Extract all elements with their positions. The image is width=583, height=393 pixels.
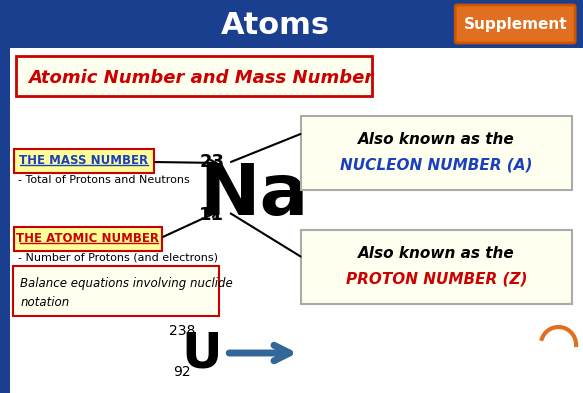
Text: Balance equations involving nuclide: Balance equations involving nuclide (20, 277, 233, 290)
Text: 23: 23 (199, 153, 224, 171)
FancyBboxPatch shape (301, 230, 572, 304)
Text: - Total of Protons and Neutrons: - Total of Protons and Neutrons (18, 175, 190, 185)
Text: THE MASS NUMBER: THE MASS NUMBER (19, 154, 149, 167)
Text: 11: 11 (199, 206, 224, 224)
Text: PROTON NUMBER (Z): PROTON NUMBER (Z) (346, 272, 528, 286)
Text: 92: 92 (173, 365, 191, 379)
Text: 238: 238 (169, 324, 195, 338)
Text: notation: notation (20, 296, 69, 309)
Text: NUCLEON NUMBER (A): NUCLEON NUMBER (A) (340, 158, 533, 173)
FancyBboxPatch shape (14, 227, 161, 251)
Text: Also known as the: Also known as the (358, 246, 515, 261)
Text: Na: Na (199, 160, 308, 230)
Text: Also known as the: Also known as the (358, 132, 515, 147)
FancyBboxPatch shape (10, 0, 583, 48)
Text: Atomic Number and Mass Number: Atomic Number and Mass Number (28, 69, 373, 87)
Text: U: U (181, 329, 222, 377)
FancyBboxPatch shape (16, 56, 372, 96)
Text: THE ATOMIC NUMBER: THE ATOMIC NUMBER (16, 233, 159, 246)
FancyBboxPatch shape (13, 266, 219, 316)
FancyBboxPatch shape (14, 149, 154, 173)
Text: Atoms: Atoms (221, 11, 330, 40)
Text: Supplement: Supplement (463, 18, 567, 33)
FancyBboxPatch shape (10, 48, 583, 393)
FancyBboxPatch shape (455, 5, 575, 43)
FancyBboxPatch shape (301, 116, 572, 190)
Text: - Number of Protons (and electrons): - Number of Protons (and electrons) (18, 252, 218, 262)
